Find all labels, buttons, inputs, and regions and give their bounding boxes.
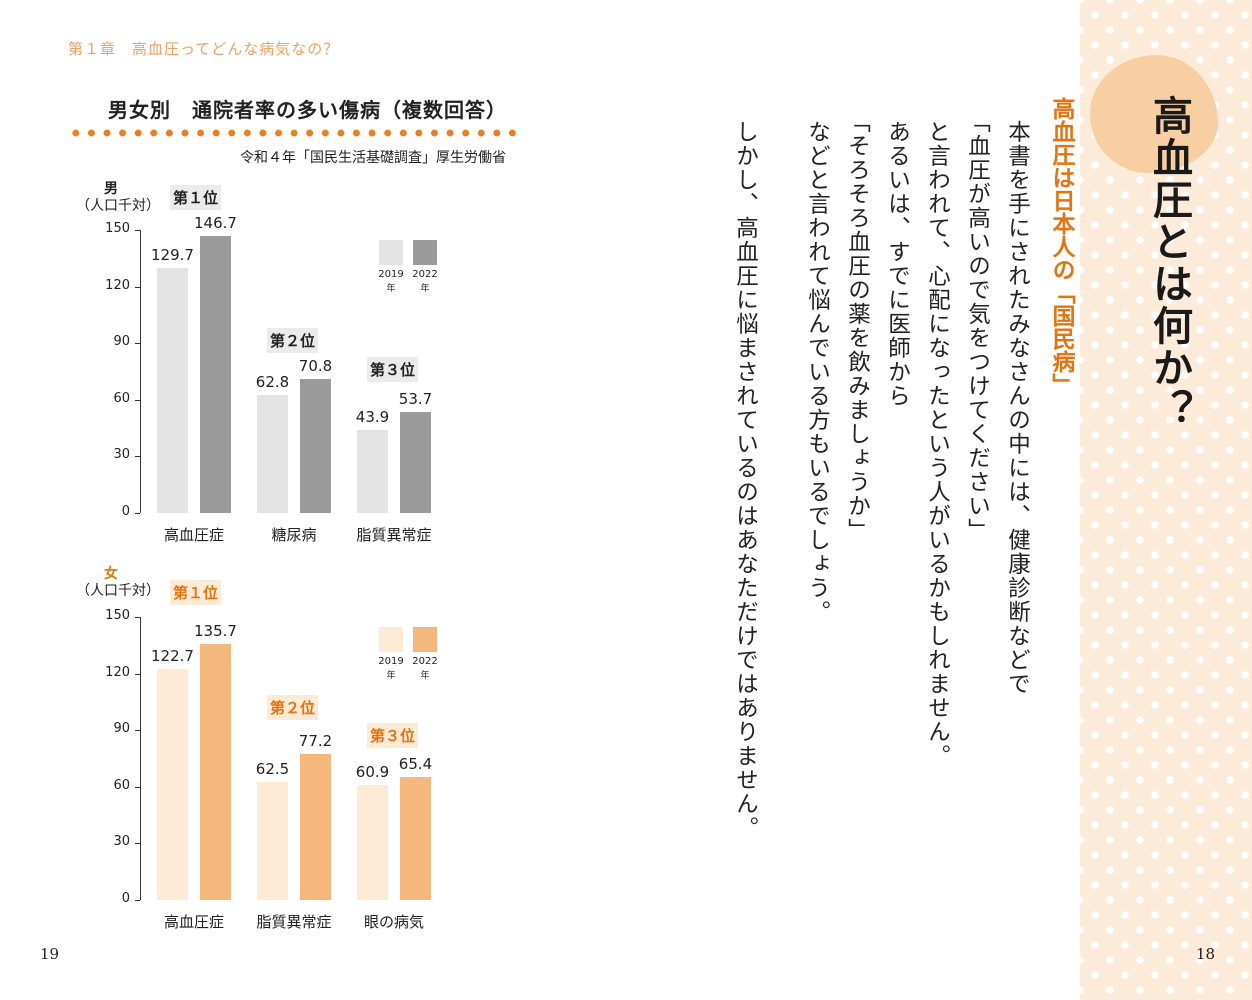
legend-label: 2022 <box>412 269 438 280</box>
figure-title: 男女別 通院者率の多い傷病（複数回答） <box>108 98 507 122</box>
bar-2022年 <box>200 236 231 513</box>
y-tick-label: 30 <box>113 447 130 463</box>
category-label: 高血圧症 <box>163 913 224 931</box>
category-label: 脂質異常症 <box>256 913 332 931</box>
rank-badge: 第１位 <box>170 185 222 210</box>
bar-2019年 <box>157 268 188 513</box>
data-label: 146.7 <box>194 214 237 233</box>
body-line: しかし、高血圧に悩まされているのはあなただけではありません。 <box>732 120 759 840</box>
y-tick <box>135 456 140 458</box>
body-line: 本書を手にされたみなさんの中には、健康診断などで <box>1004 120 1031 696</box>
legend-swatch <box>379 627 403 652</box>
bar-2022年 <box>300 754 331 900</box>
category-label: 糖尿病 <box>271 526 317 544</box>
figure-source: 令和４年「国民生活基礎調査」厚生労働省 <box>240 150 506 166</box>
category-label: 高血圧症 <box>163 526 224 544</box>
legend-label: 年 <box>420 671 430 681</box>
data-label: 65.4 <box>398 754 433 773</box>
legend-swatch <box>379 240 403 265</box>
rank-badge: 第３位 <box>367 723 419 748</box>
legend-label: 2019 <box>378 269 404 280</box>
y-tick <box>135 343 140 345</box>
y-tick <box>135 786 140 788</box>
legend-swatch <box>413 240 437 265</box>
y-tick-label: 150 <box>105 608 130 623</box>
data-label: 62.5 <box>255 760 290 779</box>
data-label: 135.7 <box>194 621 237 640</box>
category-label: 眼の病気 <box>363 913 424 931</box>
bar-2022年 <box>400 776 431 900</box>
y-axis-line <box>140 617 141 900</box>
body-line: 「そろそろ血圧の薬を飲みましょうか」 <box>844 110 871 542</box>
bar-2019年 <box>257 394 288 513</box>
y-tick <box>135 843 140 845</box>
page-number-left: 19 <box>40 945 60 963</box>
y-tick <box>135 730 140 732</box>
y-tick-label: 60 <box>113 390 130 406</box>
group-label: 男 <box>104 181 118 197</box>
category-label: 脂質異常症 <box>356 526 432 544</box>
y-tick <box>135 399 140 401</box>
bar-2022年 <box>200 643 231 900</box>
chapter-header: 第１章 高血圧ってどんな病気なの？ <box>68 40 340 58</box>
data-label: 62.8 <box>255 372 290 391</box>
legend-label: 年 <box>420 284 430 294</box>
y-tick-label: 150 <box>105 221 130 236</box>
data-label: 77.2 <box>298 732 333 751</box>
y-axis-label: （人口千対） <box>76 198 160 214</box>
y-tick-label: 0 <box>121 504 130 519</box>
section-title: 高血圧とは何か？ <box>1146 95 1192 431</box>
data-label: 53.7 <box>398 389 433 408</box>
bar-2019年 <box>157 668 188 900</box>
y-tick-label: 60 <box>113 777 130 793</box>
legend-label: 2019 <box>378 656 404 667</box>
legend-label: 2022 <box>412 656 438 667</box>
bar-2022年 <box>300 379 331 513</box>
y-tick-label: 0 <box>121 891 130 906</box>
rank-badge: 第１位 <box>170 580 222 605</box>
y-tick-label: 120 <box>105 277 130 293</box>
rank-badge: 第２位 <box>267 328 319 353</box>
bar-2022年 <box>400 411 431 513</box>
y-tick <box>135 513 140 514</box>
legend-label: 年 <box>386 671 396 681</box>
body-line: と言われて、心配になったという人がいるかもしれません。 <box>924 120 951 768</box>
data-label: 70.8 <box>298 357 333 376</box>
bar-2019年 <box>357 430 388 513</box>
data-label: 43.9 <box>355 408 390 427</box>
data-label: 122.7 <box>151 646 194 665</box>
y-tick-label: 120 <box>105 664 130 680</box>
body-line: などと言われて悩んでいる方もいるでしょう。 <box>804 120 831 624</box>
rank-badge: 第２位 <box>267 695 319 720</box>
body-line: あるいは、すでに医師から <box>884 120 911 408</box>
y-tick <box>135 617 140 618</box>
data-label: 60.9 <box>355 763 390 782</box>
group-label: 女 <box>104 566 118 582</box>
y-tick <box>135 286 140 288</box>
bar-2019年 <box>357 785 388 900</box>
title-blob <box>1090 55 1218 173</box>
y-tick <box>135 673 140 675</box>
dotted-divider <box>68 128 520 138</box>
y-tick <box>135 900 140 901</box>
y-axis-line <box>140 230 141 513</box>
y-tick <box>135 230 140 231</box>
y-tick-label: 90 <box>113 334 130 350</box>
page-number-right: 18 <box>1196 945 1216 963</box>
rank-badge: 第３位 <box>367 357 419 382</box>
y-tick-label: 90 <box>113 721 130 737</box>
y-tick-label: 30 <box>113 834 130 850</box>
legend-swatch <box>413 627 437 652</box>
y-axis-label: （人口千対） <box>76 583 160 599</box>
legend-label: 年 <box>386 284 396 294</box>
body-line: 「血圧が高いので気をつけてください」 <box>964 110 991 542</box>
data-label: 129.7 <box>151 246 194 265</box>
subheading: 高血圧は日本人の「国民病」 <box>1048 97 1074 396</box>
bar-2019年 <box>257 782 288 900</box>
